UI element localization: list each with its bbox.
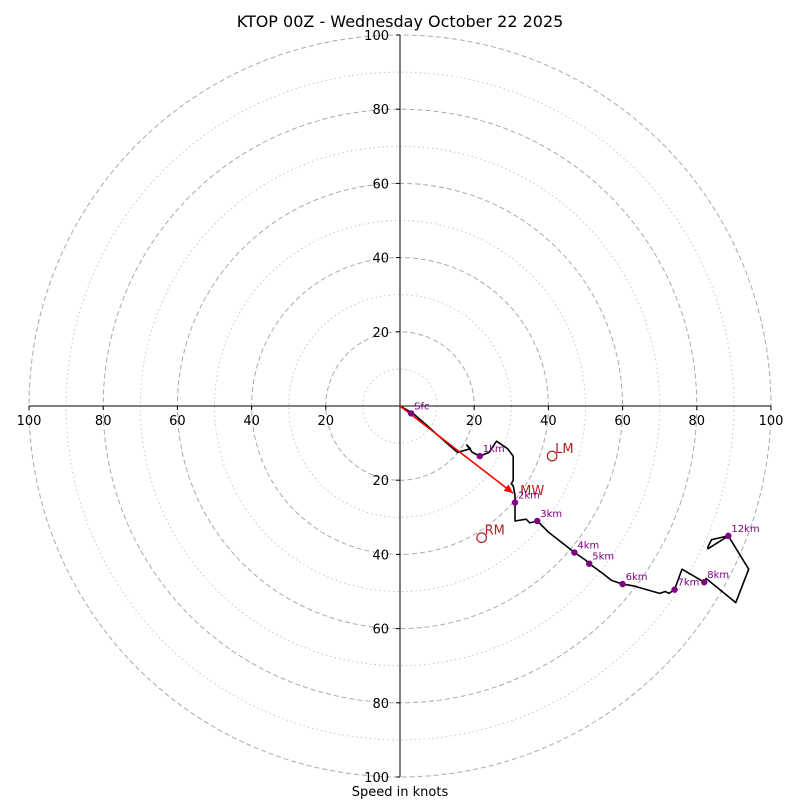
x-tick-label: 40 — [540, 414, 557, 429]
height-marker-3km — [534, 517, 541, 525]
height-label-8km: 8km — [707, 570, 729, 581]
wind-trace — [399, 405, 750, 604]
y-tick-label: 60 — [372, 177, 389, 192]
mean-wind: MW — [399, 405, 544, 499]
tick-labels: 100 80 60 40 20 20 40 60 80 100 100 80 60 40 20 20 40 60 8… — [17, 29, 784, 786]
y-tick-label: 40 — [372, 548, 389, 563]
y-tick-label: 100 — [364, 771, 389, 786]
y-tick-label: 80 — [372, 103, 389, 118]
height-label-4km: 4km — [577, 541, 599, 552]
y-tick-label: 80 — [372, 697, 389, 712]
x-tick-label: 20 — [318, 414, 335, 429]
y-tick-label: 20 — [372, 474, 389, 489]
hodograph-line — [399, 405, 750, 604]
height-label-2km: 2km — [518, 490, 540, 501]
height-marker-12km — [725, 532, 732, 540]
height-label-7km: 7km — [678, 578, 700, 589]
height-marker-6km — [619, 580, 626, 588]
y-tick-label: 100 — [364, 29, 389, 44]
x-tick-label: 80 — [95, 414, 112, 429]
x-tick-label: 60 — [614, 414, 631, 429]
height-label-5km: 5km — [592, 552, 614, 563]
x-tick-label: 40 — [243, 414, 260, 429]
mean-wind-label: MW — [520, 484, 544, 499]
x-tick-label: 80 — [689, 414, 706, 429]
mean-wind-arrow — [399, 405, 514, 494]
height-marker-7km — [671, 586, 678, 593]
x-axis-label: Speed in knots — [352, 785, 449, 800]
height-label-3km: 3km — [540, 509, 562, 520]
height-label-Sfc: Sfc — [414, 401, 429, 412]
x-tick-label: 20 — [466, 414, 483, 429]
height-marker-8km — [701, 579, 708, 586]
height-marker-Sfc — [407, 410, 415, 417]
y-tick-label: 60 — [372, 623, 389, 638]
height-marker-4km — [571, 549, 578, 556]
x-tick-label: 100 — [759, 414, 784, 429]
x-tick-label: 60 — [169, 414, 186, 429]
height-label-12km: 12km — [731, 524, 759, 535]
storm-marker-RM — [476, 532, 488, 544]
mean-wind-arrowhead — [503, 484, 514, 494]
storm-label-RM: RM — [485, 524, 505, 539]
y-tick-label: 40 — [372, 252, 389, 267]
height-label-6km: 6km — [626, 572, 648, 583]
storm-label-LM: LM — [555, 442, 573, 457]
height-marker-2km — [511, 499, 519, 506]
height-label-1km: 1km — [483, 444, 505, 455]
chart-title: KTOP 00Z - Wednesday October 22 2025 — [237, 12, 564, 31]
storm-motion-markers: LM RM — [476, 442, 574, 544]
height-marker-1km — [476, 452, 483, 460]
storm-marker-LM — [546, 450, 558, 462]
height-marker-5km — [586, 560, 593, 567]
x-tick-label: 100 — [17, 414, 42, 429]
y-tick-label: 20 — [372, 326, 389, 341]
